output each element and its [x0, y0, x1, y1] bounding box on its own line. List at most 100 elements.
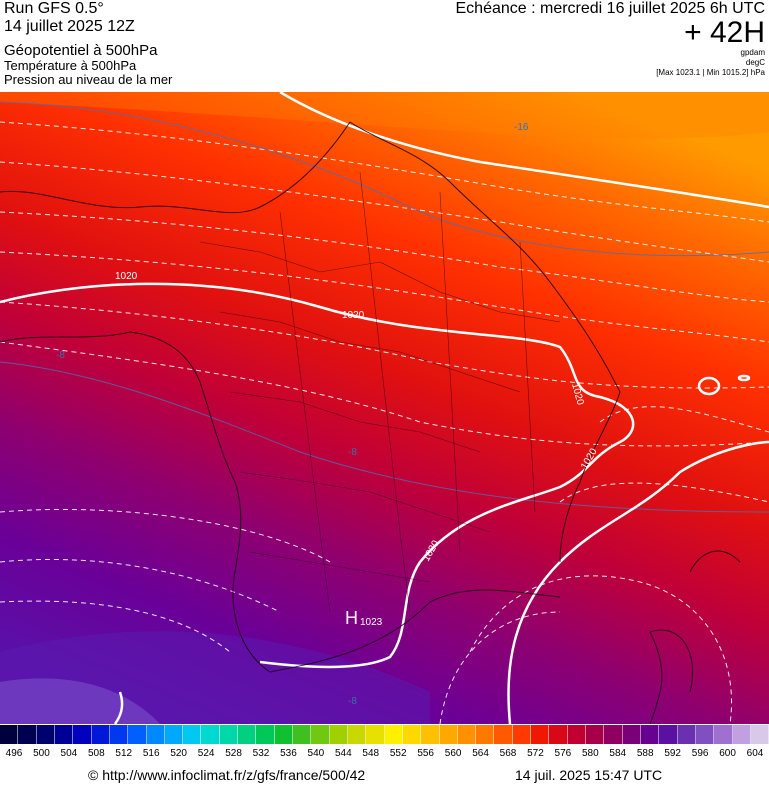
- run-title: Run GFS 0.5°: [4, 0, 104, 17]
- color-swatch: [366, 725, 385, 744]
- color-scale-tick: 596: [691, 748, 709, 759]
- color-swatch: [311, 725, 330, 744]
- temperature-label: -8: [56, 350, 65, 361]
- field-pressure: Pression au niveau de la mer: [4, 72, 173, 87]
- color-scale-tick: 528: [225, 748, 242, 759]
- color-swatch: [714, 725, 733, 744]
- color-swatch: [531, 725, 550, 744]
- color-scale-tick: 584: [609, 748, 627, 759]
- color-swatch: [146, 725, 165, 744]
- color-scale-tick: 540: [307, 748, 325, 759]
- color-swatch: [640, 725, 660, 744]
- unit-degc: degC: [745, 58, 765, 67]
- source-url: © http://www.infoclimat.fr/z/gfs/france/…: [88, 767, 366, 783]
- color-scale-tick: 552: [389, 748, 407, 759]
- color-swatch: [604, 725, 623, 744]
- admin-borders: [199, 171, 561, 613]
- color-swatch: [567, 725, 586, 744]
- color-scale-tick: 496: [5, 748, 23, 759]
- color-scale-tick: 536: [280, 748, 297, 759]
- color-swatch: [494, 725, 513, 744]
- color-swatch: [54, 725, 74, 744]
- color-swatch: [732, 725, 751, 744]
- color-swatch: [659, 725, 678, 744]
- field-temperature: Température à 500hPa: [4, 58, 137, 73]
- color-swatch: [750, 725, 769, 744]
- color-scale-tick: 580: [581, 748, 599, 759]
- color-swatch: [128, 725, 147, 744]
- color-swatch: [457, 725, 477, 744]
- color-swatch: [439, 725, 458, 744]
- lead-time: + 42H: [684, 16, 765, 49]
- color-scale-tick: 604: [746, 748, 764, 759]
- color-swatch: [36, 725, 55, 744]
- color-scale-tick: 544: [334, 748, 352, 759]
- color-swatch: [293, 725, 312, 744]
- color-scale-tick: 600: [719, 748, 736, 759]
- temperature-label: -16: [514, 122, 529, 133]
- color-swatch: [347, 725, 367, 744]
- high-pressure-letter: H: [345, 608, 358, 628]
- isobar-label: 1020: [342, 310, 365, 321]
- color-scale-tick: 556: [417, 748, 434, 759]
- header-left: Run GFS 0.5° 14 juillet 2025 12Z Géopote…: [4, 0, 172, 87]
- color-swatch: [91, 725, 110, 744]
- isobars: [0, 92, 769, 724]
- color-scale-tick: 516: [142, 748, 160, 759]
- unit-pressure-range: [Max 1023.1 | Min 1015.2] hPa: [656, 68, 765, 77]
- coastlines: [0, 121, 741, 724]
- color-swatch: [695, 725, 715, 744]
- color-scale-tick: 508: [87, 748, 105, 759]
- temperature-lines: [0, 101, 769, 513]
- color-swatch: [622, 725, 641, 744]
- temperature-label: -8: [348, 447, 357, 458]
- color-swatch: [549, 725, 568, 744]
- color-swatch: [238, 725, 257, 744]
- color-scale-tick: 524: [197, 748, 215, 759]
- high-pressure-value: 1023: [360, 617, 383, 628]
- header-right: Echéance : mercredi 16 juillet 2025 6h U…: [456, 0, 766, 78]
- color-scale-tick: 512: [115, 748, 133, 759]
- color-swatch: [677, 725, 696, 744]
- color-scale-tick: 576: [554, 748, 572, 759]
- color-swatch: [219, 725, 239, 744]
- color-scale-tick: 568: [499, 748, 517, 759]
- forecast-valid-time: Echéance : mercredi 16 juillet 2025 6h U…: [455, 0, 766, 17]
- color-scale-tick: 548: [362, 748, 380, 759]
- color-swatch: [384, 725, 403, 744]
- color-swatch: [329, 725, 348, 744]
- temperature-label: -8: [348, 696, 357, 707]
- color-scale-tick: 504: [60, 748, 78, 759]
- color-scale-ticks: 496 500 504 508 512 516 520 524 528 532 536 540 544 5…: [0, 748, 769, 762]
- color-swatch: [512, 725, 532, 744]
- color-scale-tick: 560: [444, 748, 462, 759]
- color-swatch: [0, 725, 19, 744]
- color-scale-tick: 520: [170, 748, 187, 759]
- color-swatch: [164, 725, 184, 744]
- field-geopotential: Géopotentiel à 500hPa: [4, 42, 158, 59]
- color-scale-tick: 564: [472, 748, 489, 759]
- unit-gpdam: gpdam: [740, 48, 765, 57]
- generated-timestamp: 14 juil. 2025 15:47 UTC: [515, 767, 663, 783]
- color-scale-tick: 592: [664, 748, 681, 759]
- isobar-label: 1020: [115, 271, 138, 282]
- color-swatch: [421, 725, 440, 744]
- color-scale-tick: 572: [527, 748, 544, 759]
- color-swatch: [256, 725, 275, 744]
- geopotential-band: [0, 92, 769, 139]
- color-scale-tick: 588: [636, 748, 654, 759]
- color-swatch: [274, 725, 293, 744]
- color-scale-bar: [0, 725, 769, 744]
- forecast-map: -16 -8 -8 -8 1020 1020 1020 1020 1020 H …: [0, 92, 769, 724]
- color-swatch: [183, 725, 202, 744]
- color-swatch: [402, 725, 422, 744]
- map-background: [0, 92, 769, 724]
- color-swatch: [18, 725, 37, 744]
- color-swatch: [109, 725, 129, 744]
- color-scale-tick: 500: [33, 748, 50, 759]
- run-date: 14 juillet 2025 12Z: [4, 18, 135, 35]
- color-scale-tick: 532: [252, 748, 270, 759]
- color-swatch: [476, 725, 495, 744]
- color-swatch: [586, 725, 605, 744]
- color-swatch: [73, 725, 92, 744]
